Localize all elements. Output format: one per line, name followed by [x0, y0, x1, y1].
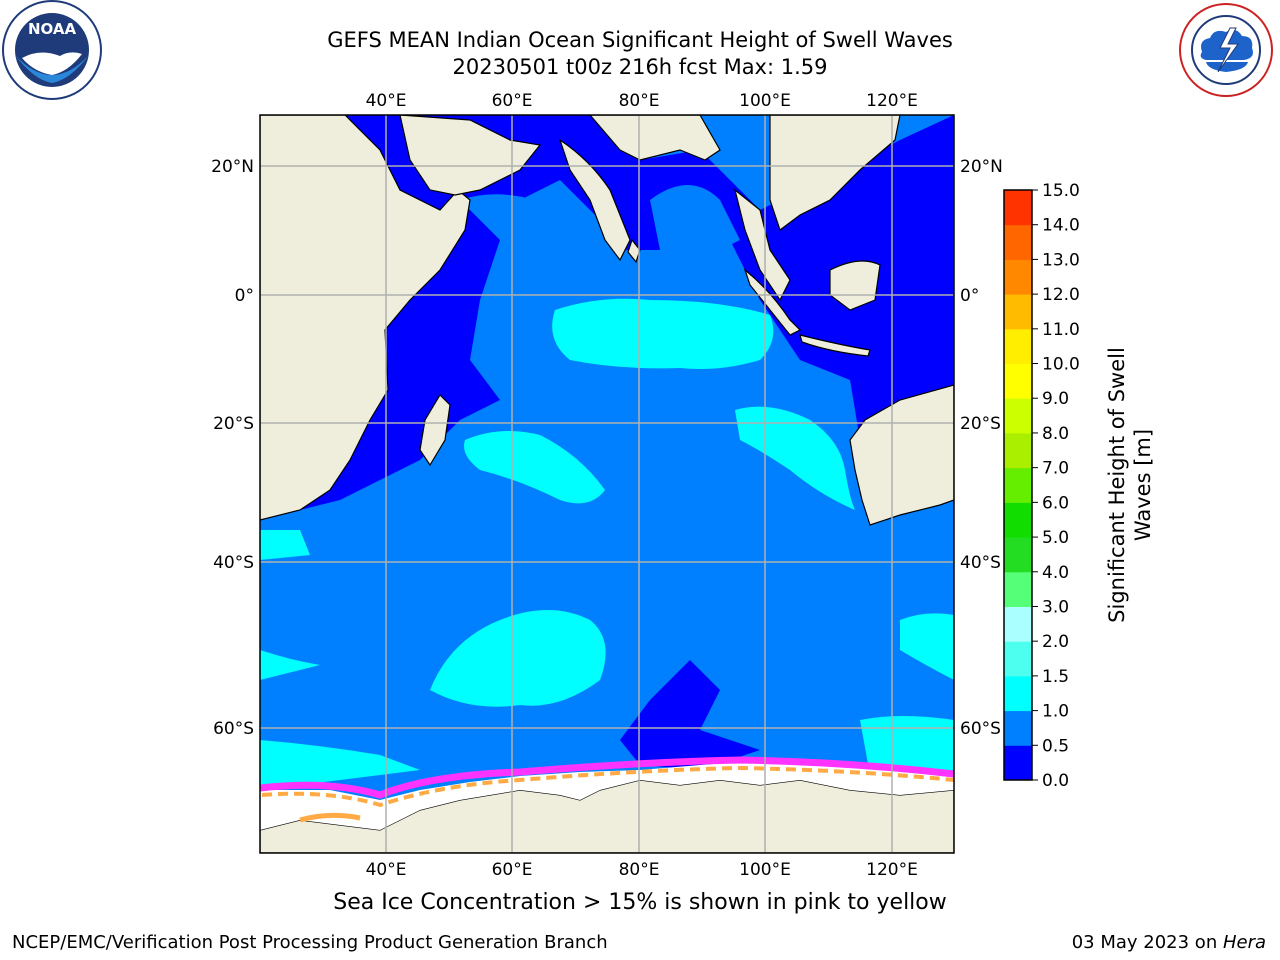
lon-tick-label: 120°E — [866, 860, 918, 880]
colorbar-segment — [1004, 224, 1032, 260]
colorbar-segment — [1004, 363, 1032, 399]
chart-title: GEFS MEAN Indian Ocean Significant Heigh… — [327, 28, 953, 52]
colorbar-segment — [1004, 537, 1032, 573]
colorbar-segment — [1004, 675, 1032, 712]
lon-ticks-top: 40°E 60°E 80°E 100°E 120°E — [366, 91, 918, 111]
colorbar-tick-label: 9.0 — [1042, 389, 1069, 409]
colorbar-segment — [1004, 606, 1032, 642]
colorbar-segment — [1004, 641, 1032, 677]
colorbar-segment — [1004, 571, 1032, 607]
lon-tick-label: 60°E — [492, 860, 533, 880]
colorbar-segment — [1004, 745, 1032, 781]
sea-ice-shelf-orange — [299, 812, 361, 823]
lon-tick-label: 80°E — [619, 860, 660, 880]
sea-ice-edge-orange — [261, 765, 954, 808]
colorbar-segment — [1004, 294, 1032, 330]
colorbar-tick-label: 10.0 — [1042, 355, 1080, 375]
lon-tick-label: 80°E — [619, 91, 660, 111]
colorbar-tick-label: 0.0 — [1042, 771, 1069, 791]
colorbar-segment — [1004, 502, 1032, 538]
lat-tick-label: 0° — [960, 286, 979, 306]
lon-tick-label: 60°E — [492, 91, 533, 111]
colorbar-tick-label: 1.5 — [1042, 667, 1069, 687]
lat-tick-label: 60°S — [960, 719, 1001, 739]
colorbar-frame — [1003, 189, 1033, 781]
sea-ice-edge-pink — [260, 756, 954, 799]
colorbar-tick-label: 5.0 — [1042, 528, 1069, 548]
colorbar-segment — [1004, 398, 1032, 434]
lon-tick-label: 120°E — [866, 91, 918, 111]
colorbar-segment — [1004, 710, 1032, 746]
lon-tick-label: 100°E — [739, 860, 791, 880]
colorbar: 0.0 0.5 1.0 1.5 2.0 3.0 4.0 5.0 6.0 7.0 8.0 9.0 10.0… — [1003, 181, 1080, 791]
footer-date-text: 03 May 2023 on — [1071, 932, 1223, 953]
lon-ticks-bottom: 40°E 60°E 80°E 100°E 120°E — [366, 860, 918, 880]
footer-date: 03 May 2023 on Hera — [1072, 932, 1266, 953]
footer-machine: Hera — [1222, 932, 1266, 953]
map-gridlines — [260, 115, 954, 853]
colorbar-tick-label: 0.5 — [1042, 736, 1069, 756]
colorbar-tick-label: 6.0 — [1042, 493, 1069, 513]
colorbar-tick-label: 14.0 — [1042, 216, 1080, 236]
chart-subtitle: 20230501 t00z 216h fcst Max: 1.59 — [452, 55, 828, 79]
colorbar-tick-label: 4.0 — [1042, 563, 1069, 583]
lat-tick-label: 40°S — [960, 553, 1001, 573]
colorbar-segment — [1004, 328, 1032, 365]
noaa-logo-icon: NOAA — [2, 0, 102, 100]
noaa-logo-text: NOAA — [28, 20, 77, 38]
colorbar-segment — [1004, 190, 1032, 226]
lat-tick-label: 20°N — [960, 157, 1003, 177]
colorbar-segment — [1004, 467, 1032, 503]
map-frame — [259, 114, 955, 854]
sea-ice-note: Sea Ice Concentration > 15% is shown in … — [333, 890, 947, 915]
lat-tick-label: 60°S — [213, 719, 254, 739]
lat-ticks-left: 20°N 0° 20°S 40°S 60°S — [211, 157, 254, 739]
lat-ticks-right: 20°N 0° 20°S 40°S 60°S — [960, 157, 1003, 739]
colorbar-segment — [1004, 432, 1032, 469]
colorbar-label-line2: Waves [m] — [1131, 429, 1155, 541]
colorbar-tick-label: 1.0 — [1042, 702, 1069, 722]
nws-logo-icon — [1179, 3, 1273, 97]
lat-tick-label: 40°S — [213, 553, 254, 573]
colorbar-tick-label: 12.0 — [1042, 285, 1080, 305]
colorbar-tick-label: 2.0 — [1042, 632, 1069, 652]
lon-tick-label: 40°E — [366, 91, 407, 111]
colorbar-tick-label: 8.0 — [1042, 424, 1069, 444]
sea-ice-area — [260, 762, 954, 830]
colorbar-tick-label: 13.0 — [1042, 250, 1080, 270]
lat-tick-label: 20°N — [211, 157, 254, 177]
lat-tick-label: 20°S — [960, 414, 1001, 434]
colorbar-tick-label: 3.0 — [1042, 597, 1069, 617]
land-masses — [260, 115, 954, 853]
lat-tick-label: 20°S — [213, 414, 254, 434]
colorbar-tick-label: 7.0 — [1042, 459, 1069, 479]
colorbar-label-line1: Significant Height of Swell — [1105, 347, 1129, 623]
lon-tick-label: 40°E — [366, 860, 407, 880]
footer-branch: NCEP/EMC/Verification Post Processing Pr… — [12, 932, 608, 953]
lon-tick-label: 100°E — [739, 91, 791, 111]
colorbar-tick-label: 11.0 — [1042, 320, 1080, 340]
colorbar-tick-label: 15.0 — [1042, 181, 1080, 201]
colorbar-segment — [1004, 259, 1032, 295]
lat-tick-label: 0° — [235, 286, 254, 306]
